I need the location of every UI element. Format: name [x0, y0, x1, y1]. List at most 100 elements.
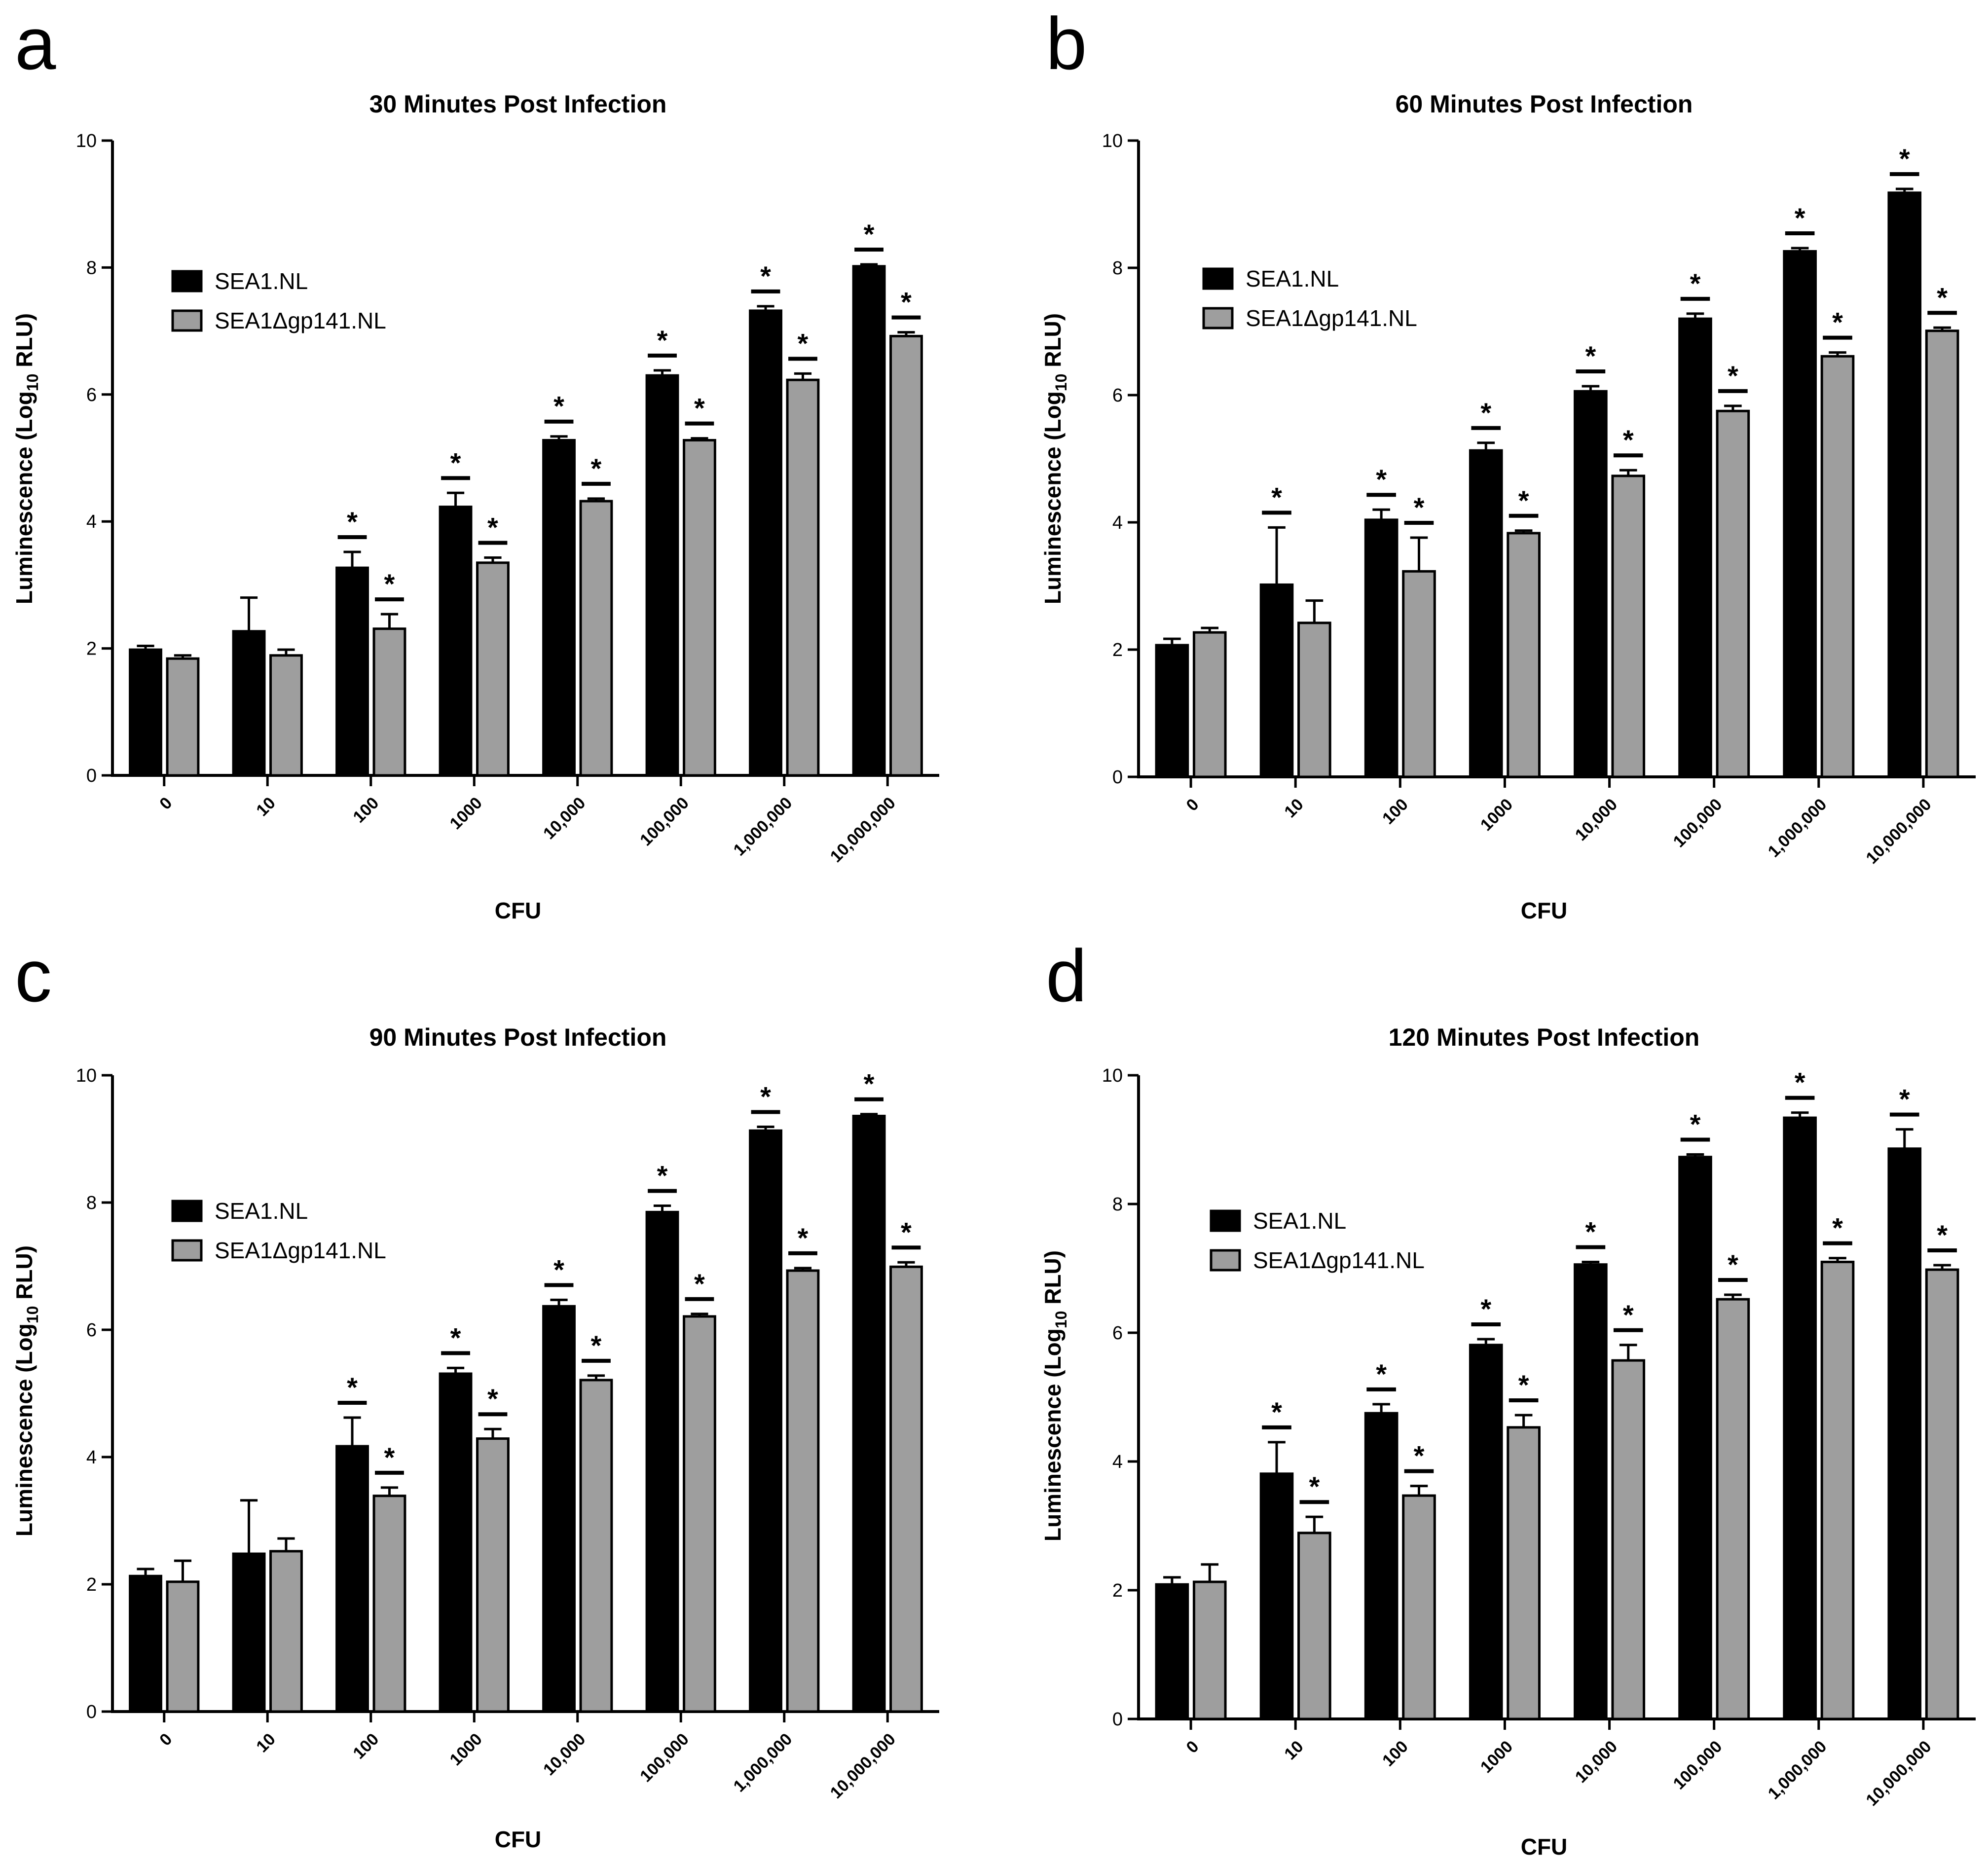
panel-letter: a	[15, 2, 56, 85]
y-tick-label: 4	[86, 1447, 97, 1468]
significance-star: *	[694, 1268, 705, 1299]
x-tick-label: 0	[1182, 795, 1202, 815]
legend-swatch	[1202, 267, 1234, 290]
bar-sea1-nl	[335, 1445, 369, 1713]
chart-title: 120 Minutes Post Infection	[1389, 1023, 1700, 1051]
legend-label: SEA1Δgp141.NL	[215, 308, 386, 333]
significance-star: *	[1518, 1369, 1529, 1400]
significance-star: *	[487, 1383, 498, 1414]
significance-star: *	[1414, 1440, 1425, 1471]
bar-sea1-nl	[232, 630, 266, 777]
x-axis-title: CFU	[495, 898, 542, 923]
bar-sea1-dgp141-nl	[476, 1437, 510, 1713]
legend-swatch	[1202, 307, 1234, 329]
x-tick-label: 100,000	[1670, 1737, 1726, 1793]
bar-sea1-dgp141-nl	[269, 654, 303, 777]
x-tick-label: 10,000	[540, 794, 589, 843]
x-tick-label: 100,000	[636, 1730, 693, 1786]
y-tick-label: 4	[1112, 1452, 1123, 1472]
y-tick-label: 6	[86, 1320, 97, 1341]
bar-sea1-dgp141-nl	[1925, 1268, 1959, 1720]
significance-star: *	[1585, 1216, 1596, 1247]
bar-sea1-dgp141-nl	[166, 1580, 200, 1713]
x-tick-label: 1000	[446, 1730, 486, 1769]
y-axis-title-subscript: 10	[24, 374, 41, 392]
x-tick-label: 0	[156, 794, 176, 813]
bar-sea1-nl	[1783, 250, 1817, 778]
legend-label: SEA1.NL	[215, 1198, 308, 1224]
y-axis-title-subscript: 10	[1052, 1311, 1070, 1329]
x-axis-title: CFU	[1521, 1834, 1568, 1860]
bar-sea1-nl	[1364, 1412, 1399, 1720]
bar-sea1-dgp141-nl	[889, 334, 923, 777]
significance-star: *	[1832, 1212, 1843, 1243]
y-tick-label: 8	[1112, 258, 1123, 279]
bar-sea1-nl	[129, 648, 162, 777]
bar-sea1-dgp141-nl	[683, 438, 716, 777]
significance-star: *	[1937, 282, 1948, 313]
y-tick-label: 2	[1112, 640, 1123, 660]
y-axis-title: Luminescence (Log10 RLU)	[11, 313, 41, 604]
bar-sea1-nl	[1783, 1116, 1817, 1720]
legend-swatch	[1210, 1249, 1241, 1272]
significance-star: *	[798, 1222, 809, 1253]
significance-star: *	[347, 1372, 358, 1403]
y-tick-label: 0	[1112, 767, 1123, 788]
legend-label: SEA1Δgp141.NL	[215, 1238, 386, 1263]
y-tick-label: 6	[86, 385, 97, 405]
bar-sea1-dgp141-nl	[1820, 1260, 1855, 1720]
bar-sea1-dgp141-nl	[786, 378, 820, 777]
significance-star: *	[1271, 481, 1282, 512]
bar-sea1-dgp141-nl	[1716, 1298, 1750, 1720]
bar-sea1-dgp141-nl	[269, 1550, 303, 1713]
bar-sea1-dgp141-nl	[889, 1265, 923, 1713]
y-axis-title-main: Luminescence (Log	[11, 391, 37, 604]
bar-sea1-dgp141-nl	[372, 627, 406, 777]
y-tick-label: 10	[1102, 1065, 1123, 1086]
y-tick-label: 8	[1112, 1194, 1123, 1215]
bar-sea1-nl	[1155, 1583, 1189, 1720]
y-tick-label: 2	[86, 639, 97, 659]
bar-sea1-nl	[852, 1115, 886, 1713]
bar-sea1-dgp141-nl	[1716, 409, 1750, 778]
y-tick-label: 10	[76, 1065, 97, 1086]
y-tick-label: 8	[86, 257, 97, 278]
significance-star: *	[553, 1254, 564, 1285]
legend-swatch	[171, 270, 203, 292]
bar-sea1-nl	[1887, 191, 1922, 778]
bar-sea1-nl	[232, 1552, 266, 1713]
chart-panel-a: a 30 Minutes Post Infection Luminescence (…	[11, 2, 939, 923]
significance-star: *	[1271, 1396, 1282, 1427]
significance-star: *	[694, 393, 705, 424]
y-axis-title-subscript: 10	[24, 1306, 41, 1324]
x-tick-label: 10,000	[540, 1730, 589, 1779]
y-tick-label: 0	[1112, 1709, 1123, 1730]
x-tick-label: 100	[349, 794, 382, 827]
bar-sea1-dgp141-nl	[476, 561, 510, 777]
y-tick-label: 8	[86, 1193, 97, 1213]
significance-star: *	[1309, 1471, 1320, 1502]
legend-label: SEA1.NL	[215, 268, 308, 294]
significance-star: *	[591, 453, 602, 484]
y-axis-title-tail: RLU)	[11, 1245, 37, 1306]
x-tick-label: 0	[1182, 1737, 1202, 1757]
bar-sea1-nl	[749, 309, 782, 777]
bar-sea1-nl	[129, 1574, 162, 1713]
bar-sea1-nl	[335, 566, 369, 777]
bar-sea1-nl	[1469, 449, 1503, 778]
x-tick-label: 10,000	[1572, 1737, 1621, 1787]
significance-star: *	[450, 1322, 461, 1353]
x-tick-label: 100,000	[636, 794, 693, 850]
significance-star: *	[553, 391, 564, 422]
bar-sea1-nl	[439, 506, 473, 777]
bar-sea1-nl	[1678, 1156, 1712, 1720]
x-tick-label: 100	[349, 1730, 382, 1763]
significance-star: *	[1623, 424, 1634, 455]
significance-star: *	[1480, 1293, 1491, 1324]
bar-sea1-nl	[1574, 1263, 1608, 1720]
x-axis-title: CFU	[1521, 898, 1568, 923]
x-tick-label: 10,000,000	[827, 1730, 899, 1802]
legend-label: SEA1.NL	[1246, 266, 1339, 292]
y-tick-label: 4	[86, 511, 97, 532]
x-tick-label: 10,000,000	[827, 794, 899, 866]
